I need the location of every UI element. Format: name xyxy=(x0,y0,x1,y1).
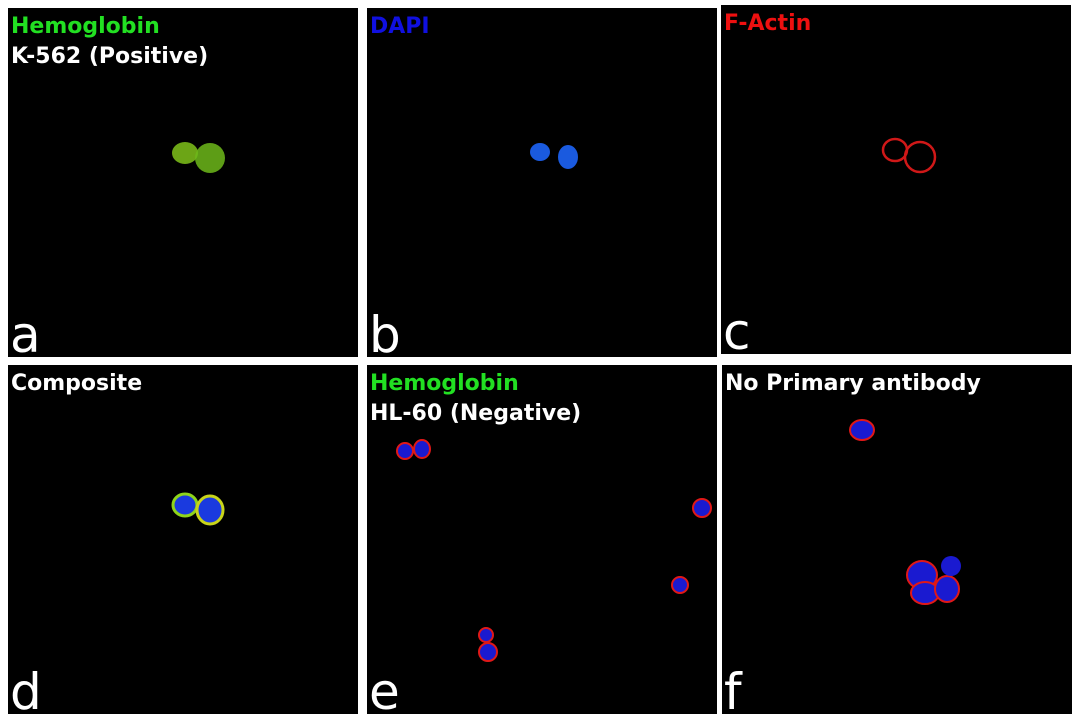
nucleus xyxy=(558,145,578,169)
panel-b: DAPI b xyxy=(367,8,717,363)
cells xyxy=(396,439,712,662)
stain-label: Hemoglobin xyxy=(11,14,160,39)
cell xyxy=(396,442,414,460)
panel-title: Hemoglobin HL-60 (Negative) xyxy=(370,369,581,429)
micrograph xyxy=(172,142,225,173)
panel-letter: e xyxy=(369,663,400,721)
cell xyxy=(171,492,199,518)
cell xyxy=(849,419,875,441)
cell xyxy=(692,498,712,518)
panel-title: Hemoglobin K-562 (Positive) xyxy=(11,12,208,72)
panel-letter: d xyxy=(10,663,42,721)
cell xyxy=(195,494,225,526)
micrograph xyxy=(530,143,578,169)
cell xyxy=(903,140,937,174)
panel-title: DAPI xyxy=(370,12,430,42)
panel-e: Hemoglobin HL-60 (Negative) e xyxy=(367,365,717,720)
stain-label: DAPI xyxy=(370,14,430,39)
stain-label: Hemoglobin xyxy=(370,371,519,396)
panel-letter: c xyxy=(723,303,751,361)
panel-title: F-Actin xyxy=(724,9,811,39)
micrograph xyxy=(881,137,937,174)
panel-f: No Primary antibody f xyxy=(722,365,1072,720)
cell xyxy=(195,143,225,173)
cell xyxy=(881,137,909,163)
cell xyxy=(671,576,689,594)
micrograph xyxy=(396,439,712,662)
cell xyxy=(478,642,498,662)
sample-label: HL-60 (Negative) xyxy=(370,401,582,426)
nucleus xyxy=(530,143,550,161)
stain-label: No Primary antibody xyxy=(725,371,981,396)
panel-a: Hemoglobin K-562 (Positive) a xyxy=(8,8,358,363)
micrograph xyxy=(171,492,225,526)
sample-label: K-562 (Positive) xyxy=(11,44,209,69)
cells xyxy=(849,419,960,605)
stain-label: F-Actin xyxy=(724,11,812,36)
stain-label: Composite xyxy=(11,371,143,396)
cell xyxy=(478,627,494,643)
panel-letter: b xyxy=(369,306,401,364)
cell xyxy=(941,556,961,576)
cell xyxy=(934,575,960,603)
panel-title: No Primary antibody xyxy=(725,369,981,399)
panel-letter: a xyxy=(10,306,41,364)
panel-c: F-Actin c xyxy=(721,5,1071,360)
panel-letter: f xyxy=(724,663,742,721)
cell xyxy=(413,439,431,459)
micrograph xyxy=(849,419,961,605)
panel-title: Composite xyxy=(11,369,142,399)
cell xyxy=(172,142,198,164)
panel-d: Composite d xyxy=(8,365,358,720)
